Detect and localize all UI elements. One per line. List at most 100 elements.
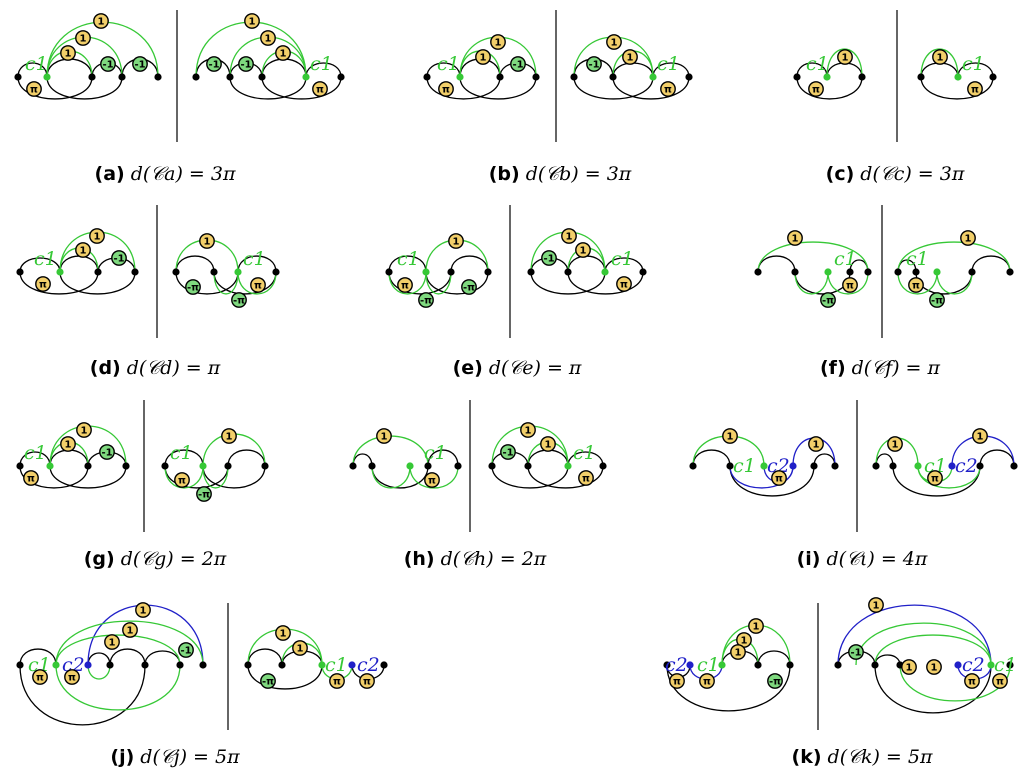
badge-label: π	[27, 474, 35, 485]
arc	[175, 255, 215, 273]
vertex-dot	[122, 462, 130, 470]
vertex-dot	[599, 462, 607, 470]
badge-label: 1	[480, 53, 487, 64]
badge-label: 1	[226, 432, 233, 443]
arc	[19, 271, 99, 295]
badge-label: -1	[850, 648, 861, 659]
vertex-dot	[889, 462, 897, 470]
one-badge-icon: 1	[748, 618, 764, 634]
arc	[164, 465, 204, 489]
vertex-dot	[368, 462, 376, 470]
arc	[427, 449, 459, 467]
vertex-dot	[609, 73, 617, 81]
arc	[757, 650, 791, 666]
badge-circle	[561, 228, 577, 244]
diagram-c-left: c1 1 π	[793, 48, 866, 100]
arc	[892, 465, 981, 497]
caption-formula-d: d(𝒞d) = π	[127, 357, 221, 379]
arc	[729, 465, 815, 497]
badge-label: 1	[931, 663, 938, 674]
diagram-c-right: c1 1 π	[917, 48, 997, 100]
minus-pi-badge-icon: -π	[231, 292, 247, 308]
arc	[936, 271, 973, 295]
vertex-dot	[385, 268, 393, 276]
minus-one-badge-icon: -1	[238, 56, 254, 72]
badge-circle	[575, 242, 591, 258]
vertex-dot	[912, 268, 920, 276]
vertex-dot	[141, 661, 149, 669]
arc	[237, 255, 277, 273]
one-badge-icon: 1	[837, 49, 853, 65]
badge-circle	[616, 276, 632, 292]
vertex-dot	[210, 268, 218, 276]
vertex-dot	[689, 462, 697, 470]
vertex-dot	[16, 661, 24, 669]
arc	[796, 62, 828, 78]
badge-label: 1	[94, 232, 101, 243]
arc	[573, 76, 654, 100]
chord-label-c1: c1	[424, 442, 447, 464]
arc	[175, 271, 239, 295]
badge-circle	[250, 277, 266, 293]
chord-label-c1: c1	[170, 442, 193, 464]
diagram-k-right: c2 c1 1 -1 1 1 π π	[834, 597, 1017, 714]
badge-circle	[500, 444, 516, 460]
arc	[612, 76, 690, 100]
pi-badge-icon: π	[771, 470, 787, 486]
badge-label: -1	[543, 254, 554, 265]
vertex-dot	[454, 462, 462, 470]
caption-tag-f: (f)	[820, 357, 846, 379]
vertex-dot	[954, 73, 962, 81]
caption-d: (d) d(𝒞d) = π	[90, 357, 221, 379]
arc	[17, 76, 93, 100]
vertex-dot	[649, 73, 657, 81]
caption-i: (i) d(𝒞ι) = 4π	[797, 548, 928, 570]
vertex-dot	[52, 661, 60, 669]
pi-badge-icon: π	[992, 673, 1008, 689]
vertex-dot	[226, 73, 234, 81]
badge-circle	[730, 644, 746, 660]
badge-label: -π	[420, 296, 432, 307]
badge-circle	[771, 470, 787, 486]
badge-circle	[972, 428, 988, 444]
badge-circle	[244, 13, 260, 29]
vertex-dot	[954, 661, 962, 669]
vertex-dot	[456, 73, 464, 81]
caption-c: (c) d(𝒞c) = 3π	[826, 163, 965, 185]
one-badge-icon: 1	[622, 49, 638, 65]
pi-badge-icon: π	[908, 277, 924, 293]
one-badge-icon: 1	[960, 230, 976, 246]
arc	[450, 255, 489, 273]
arc	[352, 435, 429, 467]
one-badge-icon: 1	[93, 13, 109, 29]
badge-label: -π	[262, 677, 274, 688]
minus-pi-badge-icon: -π	[196, 486, 212, 502]
badge-label: π	[333, 677, 341, 688]
badge-label: π	[428, 476, 436, 487]
diagram-i-left: c1 c2 1 1 π	[689, 428, 839, 497]
arc	[827, 271, 869, 295]
vertex-dot	[14, 73, 22, 81]
badge-label: 1	[977, 432, 984, 443]
one-badge-icon: 1	[75, 242, 91, 258]
badge-label: π	[971, 85, 979, 96]
chord-label-c1: c1	[437, 53, 460, 75]
chord-label-c1: c1	[325, 654, 348, 676]
badge-label: -1	[180, 646, 191, 657]
diagram-d-left: c1 11 -1 π	[16, 228, 139, 295]
arc	[19, 465, 89, 489]
arc	[164, 465, 229, 489]
arc	[388, 271, 427, 295]
minus-pi-badge-icon: -π	[767, 673, 783, 689]
vertex-dot	[94, 268, 102, 276]
badge-label: 1	[735, 648, 742, 659]
one-badge-icon: 1	[135, 602, 151, 618]
minus-one-badge-icon: -1	[206, 56, 222, 72]
vertex-dot	[987, 661, 995, 669]
badge-label: -1	[134, 60, 145, 71]
badge-label: π	[39, 280, 47, 291]
vertex-dot	[261, 462, 269, 470]
caption-formula-j: d(𝒞j) = 5π	[140, 746, 240, 768]
badge-circle	[275, 45, 291, 61]
